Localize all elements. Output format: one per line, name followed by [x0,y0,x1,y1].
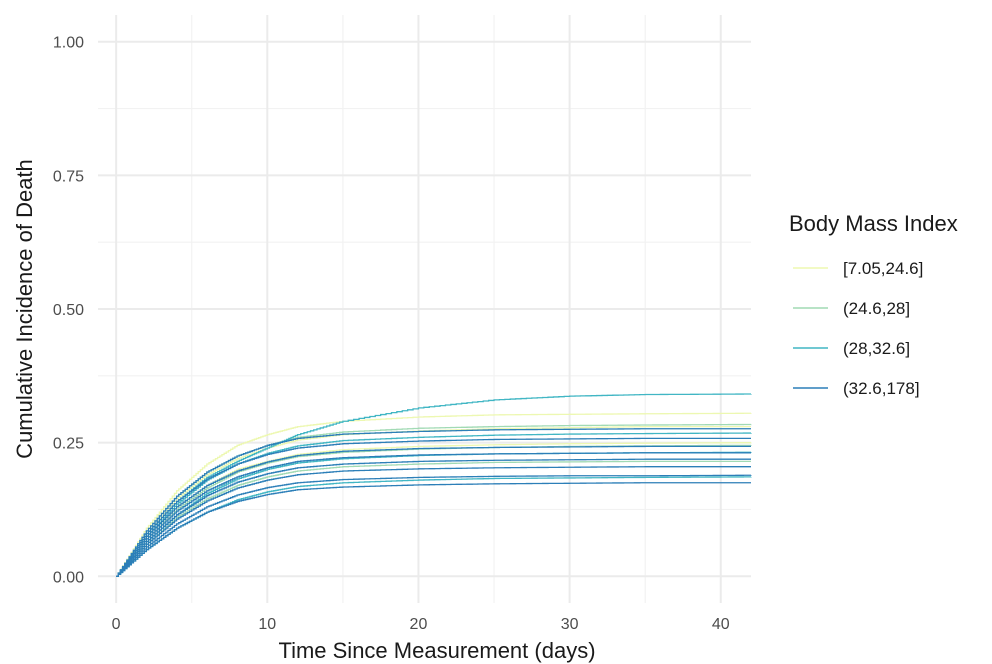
series-line [116,452,751,577]
y-tick-label: 0.75 [53,168,84,185]
minor-gridlines [98,15,751,603]
y-tick-label: 0.00 [53,569,84,586]
series-line [116,412,752,577]
series-lines [116,393,752,577]
series-line [116,482,751,577]
legend-label: (28,32.6] [843,339,910,358]
series-line [116,474,752,577]
x-tick-label: 30 [561,616,579,633]
legend-label: [7.05,24.6] [843,259,923,278]
y-tick-label: 1.00 [53,35,84,52]
y-axis-tick-labels: 0.00 0.25 0.50 0.75 1.00 [53,35,84,587]
x-axis-tick-labels: 0 10 20 30 40 [112,616,730,633]
series-line [116,460,751,577]
legend: Body Mass Index [7.05,24.6] (24.6,28] (28,… [789,211,958,398]
series-line [116,445,751,577]
series-line [116,437,751,577]
legend-entries: [7.05,24.6] (24.6,28] (28,32.6] (32.6,178] [793,259,923,398]
x-tick-label: 20 [410,616,428,633]
y-tick-label: 0.25 [53,436,84,453]
x-axis-title: Time Since Measurement (days) [278,638,595,663]
legend-label: (32.6,178] [843,379,920,398]
legend-title: Body Mass Index [789,211,958,236]
y-tick-label: 0.50 [53,302,84,319]
legend-label: (24.6,28] [843,299,910,318]
series-line [116,425,751,577]
series-line [116,466,751,577]
x-tick-label: 40 [712,616,730,633]
x-tick-label: 10 [258,616,276,633]
major-gridlines [98,15,751,603]
series-line [116,458,751,577]
series-line [116,428,751,577]
x-tick-label: 0 [112,616,121,633]
y-axis-title: Cumulative Incidence of Death [12,159,37,459]
